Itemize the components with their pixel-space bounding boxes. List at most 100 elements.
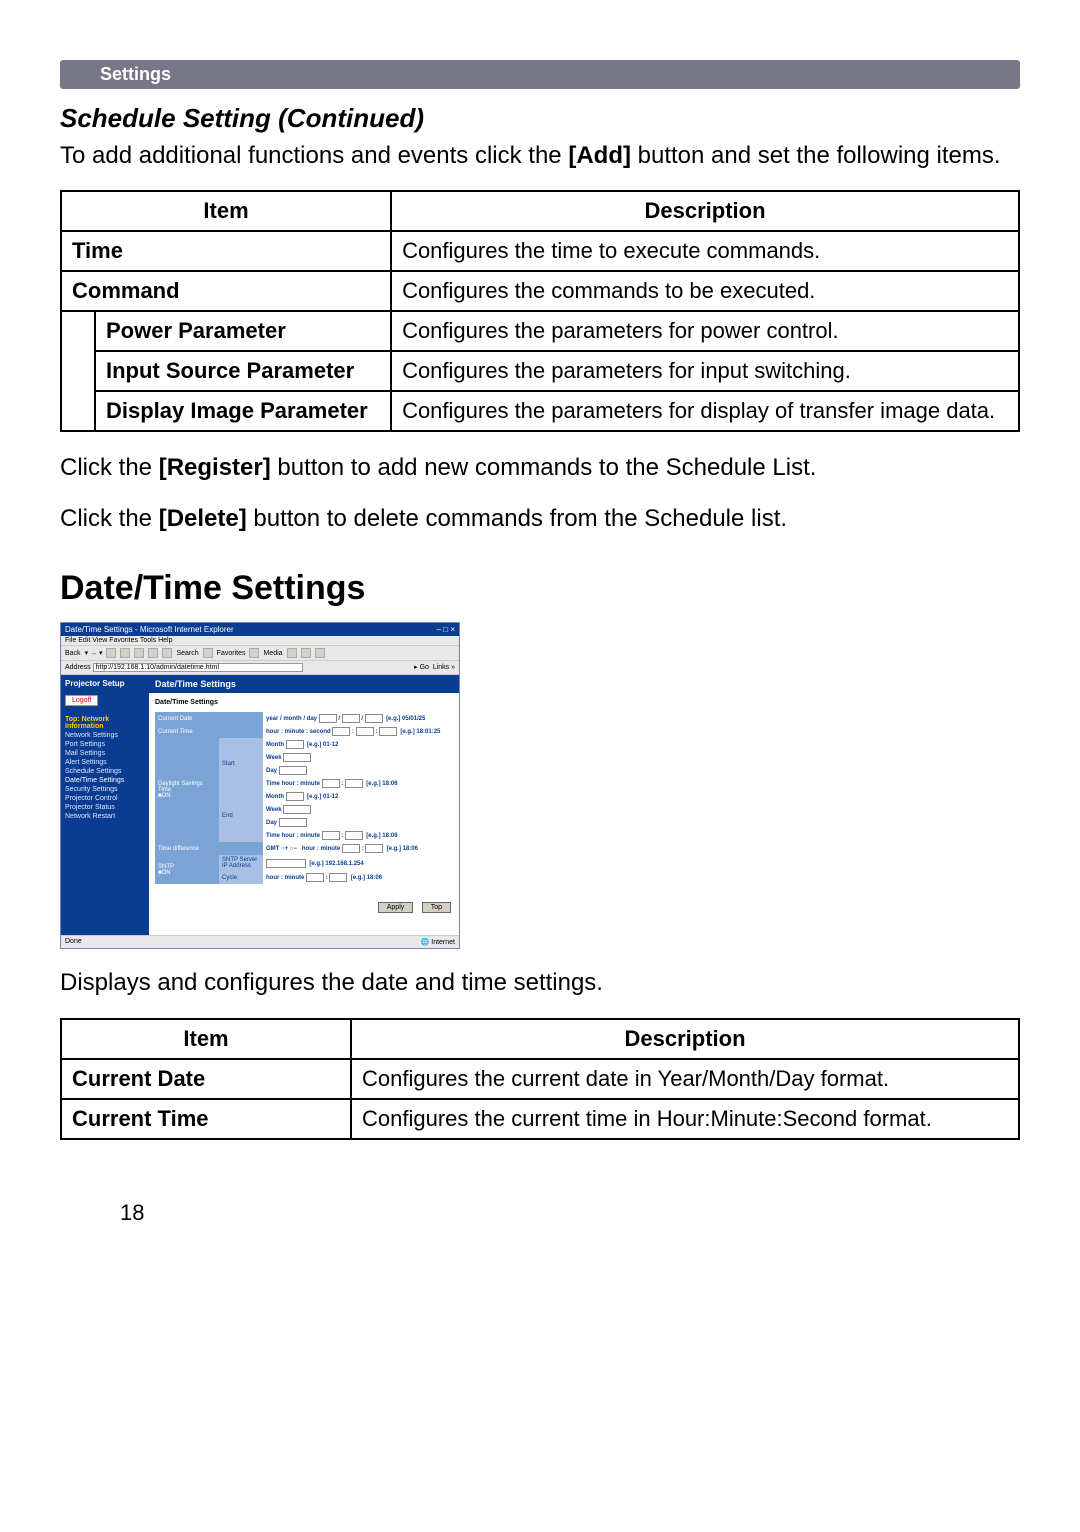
lbl-current-time: Current Time: [155, 725, 263, 738]
lbl-sntp: SNTP■ON: [155, 855, 219, 884]
fmt: Day: [266, 768, 277, 774]
schedule-table: Item Description Time Configures the tim…: [60, 190, 1020, 432]
cell-item: Display Image Parameter: [95, 391, 391, 431]
cell-desc: Configures the commands to be executed.: [391, 271, 1019, 311]
sidebar-item: Network Settings: [65, 732, 145, 739]
cell-item: Command: [61, 271, 391, 311]
schedule-p1: Click the [Register] button to add new c…: [60, 452, 1020, 484]
fmt: Month: [266, 742, 284, 748]
home-icon: [148, 648, 158, 658]
nav-icon: [106, 648, 116, 658]
address-value: http://192.168.1.10/admin/datetime.html: [93, 663, 303, 672]
favorites-label: Favorites: [217, 650, 246, 657]
eg: [e.g.] 18:06: [387, 846, 418, 852]
back-label: Back: [65, 650, 81, 657]
fmt: Month: [266, 794, 284, 800]
th-item: Item: [61, 1019, 351, 1059]
cell-desc: Configures the parameters for power cont…: [391, 311, 1019, 351]
history-icon: [287, 648, 297, 658]
cell-item: Time: [61, 231, 391, 271]
p2-pre: Click the: [60, 505, 159, 532]
browser-screenshot: Date/Time Settings - Microsoft Internet …: [60, 622, 460, 949]
sidebar-item: Alert Settings: [65, 759, 145, 766]
table-header-row: Item Description: [61, 191, 1019, 231]
p1-pre: Click the: [60, 454, 159, 481]
links-label: Links: [433, 664, 449, 671]
apply-button: Apply: [378, 902, 414, 913]
page-number: 18: [60, 1200, 1020, 1226]
eg: [e.g.] 18:06: [366, 781, 397, 787]
table-header-row: Item Description: [61, 1019, 1019, 1059]
search-label: Search: [176, 650, 198, 657]
lbl-current-date: Current Date: [155, 712, 263, 725]
fmt: Day: [266, 820, 277, 826]
status-done: Done: [65, 938, 82, 946]
sidebar-item: Schedule Settings: [65, 768, 145, 775]
p2-post: button to delete commands from the Sched…: [247, 505, 787, 532]
lbl-dst: Daylight Savings Time■ON: [155, 738, 219, 842]
schedule-p2: Click the [Delete] button to delete comm…: [60, 503, 1020, 535]
stop-icon: [120, 648, 130, 658]
schedule-intro: To add additional functions and events c…: [60, 140, 1020, 172]
fmt: Week: [266, 755, 282, 761]
top-button: Top: [422, 902, 451, 913]
datetime-heading: Date/Time Settings: [60, 569, 1020, 608]
mail-icon: [301, 648, 311, 658]
lbl-td: Time difference: [155, 842, 263, 855]
search-icon: [162, 648, 172, 658]
logoff-button: Logoff: [65, 695, 98, 706]
table-row: Input Source Parameter Configures the pa…: [61, 351, 1019, 391]
cell-item: Current Time: [61, 1099, 351, 1139]
sidebar-group: Top: Network Information: [65, 716, 145, 730]
main-subheader: Date/Time Settings: [149, 693, 459, 712]
eg: [e.g.] 18:06: [366, 833, 397, 839]
lbl-end: End: [219, 790, 263, 842]
refresh-icon: [134, 648, 144, 658]
register-button-label: [Register]: [159, 454, 271, 481]
window-title: Date/Time Settings - Microsoft Internet …: [65, 625, 234, 634]
favorites-icon: [203, 648, 213, 658]
status-internet: 🌐 Internet: [421, 938, 455, 946]
add-button-label: [Add]: [568, 142, 631, 169]
sidebar: Projector Setup Logoff Top: Network Info…: [61, 675, 149, 935]
th-desc: Description: [351, 1019, 1019, 1059]
sidebar-title: Projector Setup: [65, 679, 145, 688]
lbl-cycle: Cycle: [219, 871, 263, 884]
fmt: GMT: [266, 846, 279, 852]
section-banner: Settings: [60, 60, 1020, 89]
menu-bar: File Edit View Favorites Tools Help: [61, 636, 459, 646]
table-row: Current Time Configures the current time…: [61, 1099, 1019, 1139]
cell-desc: Configures the time to execute commands.: [391, 231, 1019, 271]
cell-desc: Configures the current date in Year/Mont…: [351, 1059, 1019, 1099]
fmt: year / month / day: [266, 716, 317, 722]
button-row: Apply Top: [149, 890, 459, 920]
fmt: Time: [266, 781, 280, 787]
sidebar-item: Projector Status: [65, 804, 145, 811]
address-bar: Address http://192.168.1.10/admin/dateti…: [61, 661, 459, 675]
delete-button-label: [Delete]: [159, 505, 247, 532]
eg: [e.g.] 01-12: [307, 794, 338, 800]
fmt: Week: [266, 807, 282, 813]
table-row: Power Parameter Configures the parameter…: [61, 311, 1019, 351]
main-header: Date/Time Settings: [149, 675, 459, 693]
eg: [e.g.] 18:01:25: [400, 729, 440, 735]
address-label: Address: [65, 664, 91, 671]
intro-post: button and set the following items.: [631, 142, 1001, 169]
eg: [e.g.] 192.168.1.254: [309, 861, 363, 867]
cell-desc: Configures the parameters for display of…: [391, 391, 1019, 431]
table-row: Command Configures the commands to be ex…: [61, 271, 1019, 311]
fmt: hour : minute: [266, 875, 304, 881]
sidebar-item: Projector Control: [65, 795, 145, 802]
sidebar-item-active: Date/Time Settings: [65, 777, 145, 784]
window-controls: – □ ×: [437, 625, 455, 634]
datetime-table: Item Description Current Date Configures…: [60, 1018, 1020, 1140]
fmt: hour : minute : second: [266, 729, 331, 735]
status-bar: Done 🌐 Internet: [61, 935, 459, 948]
lbl-start: Start: [219, 738, 263, 790]
fmt: Time: [266, 833, 280, 839]
cell-desc: Configures the current time in Hour:Minu…: [351, 1099, 1019, 1139]
table-row: Time Configures the time to execute comm…: [61, 231, 1019, 271]
cell-desc: Configures the parameters for input swit…: [391, 351, 1019, 391]
media-icon: [249, 648, 259, 658]
th-item: Item: [61, 191, 391, 231]
